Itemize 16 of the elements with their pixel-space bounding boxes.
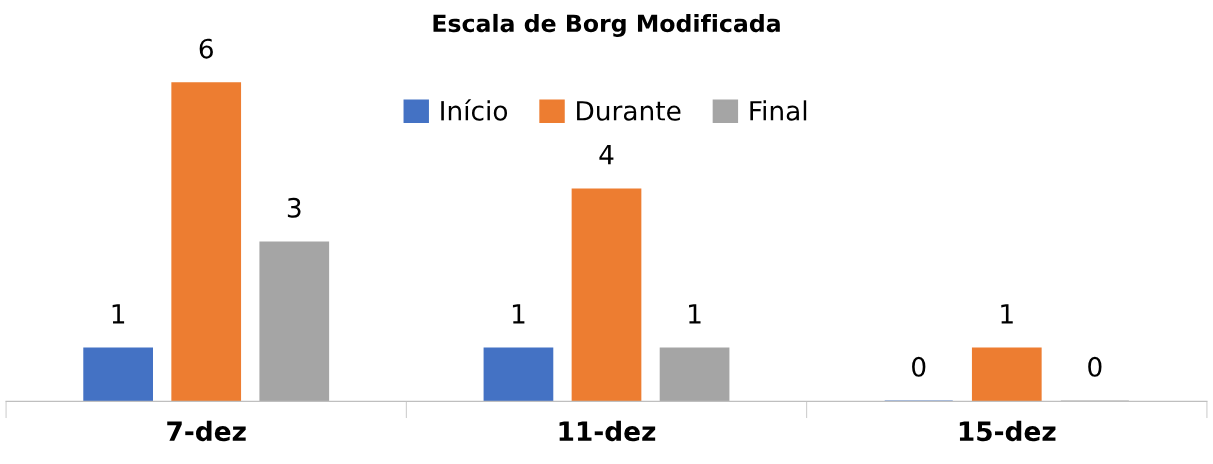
data-label: 3 bbox=[287, 197, 301, 218]
x-tick-label: 7-dez bbox=[167, 420, 246, 442]
data-label: 0 bbox=[912, 356, 926, 377]
data-label: 1 bbox=[112, 304, 125, 324]
data-label: 6 bbox=[199, 38, 213, 59]
x-tick-label: 11-dez bbox=[559, 420, 656, 442]
data-label: 0 bbox=[1088, 356, 1102, 377]
data-label: 1 bbox=[1001, 304, 1013, 324]
chart-title: Escala de Borg Modificada bbox=[433, 13, 780, 37]
x-tick-label: 15-dez bbox=[959, 420, 1056, 442]
legend-label: Durante bbox=[577, 101, 681, 121]
data-label: 1 bbox=[512, 304, 525, 324]
data-label: 1 bbox=[689, 304, 701, 324]
legend-label: Final bbox=[750, 100, 807, 121]
data-label: 4 bbox=[599, 145, 614, 165]
legend-label: Início bbox=[441, 99, 508, 121]
